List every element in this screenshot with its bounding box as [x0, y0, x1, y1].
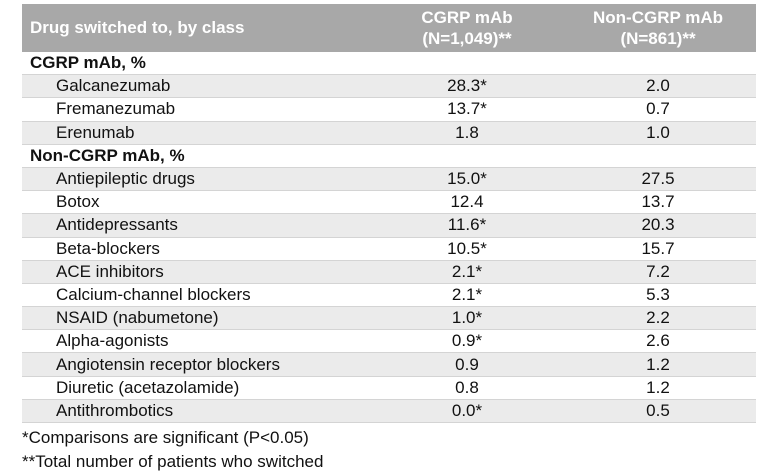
- table-row: Diuretic (acetazolamide) 0.8 1.2: [22, 377, 756, 400]
- section-row: Non-CGRP mAb, %: [22, 144, 756, 168]
- drug-name: Alpha-agonists: [56, 331, 169, 351]
- table-header: Drug switched to, by class CGRP mAb (N=1…: [22, 4, 756, 52]
- non-cgrp-value: 20.3: [641, 215, 675, 235]
- section-row: CGRP mAb, %: [22, 52, 756, 76]
- non-cgrp-value: 0.7: [646, 99, 670, 119]
- cgrp-value: 2.1*: [451, 284, 483, 304]
- table-row: Botox 12.4 13.7: [22, 191, 756, 215]
- non-cgrp-value: 1.2: [646, 354, 670, 374]
- non-cgrp-value: 0.5: [646, 400, 670, 420]
- non-cgrp-value: 2.6: [646, 331, 670, 351]
- section-title: CGRP mAb, %: [30, 53, 146, 73]
- non-cgrp-value: 5.3: [646, 284, 670, 304]
- cgrp-value: 11.6*: [447, 215, 487, 235]
- drug-name: Antiepileptic drugs: [56, 169, 195, 189]
- cgrp-value: 10.5*: [447, 238, 487, 258]
- header-drug-class: Drug switched to, by class: [30, 18, 245, 37]
- cgrp-value: 0.9: [455, 354, 479, 374]
- non-cgrp-value: 2.2: [646, 308, 670, 328]
- table-row: Fremanezumab 13.7* 0.7: [22, 98, 756, 122]
- table-body: CGRP mAb, % Galcanezumab 28.3* 2.0 Fremanezu…: [22, 52, 756, 423]
- cgrp-value: 0.9*: [451, 331, 483, 351]
- cgrp-value: 2.1*: [451, 261, 483, 281]
- table-row: Angiotensin receptor blockers 0.9 1.2: [22, 353, 756, 377]
- non-cgrp-value: 7.2: [646, 261, 670, 281]
- table-row: Antithrombotics 0.0* 0.5: [22, 399, 756, 423]
- non-cgrp-value: 15.7: [641, 238, 675, 258]
- section-title: Non-CGRP mAb, %: [30, 145, 185, 165]
- drug-name: Angiotensin receptor blockers: [56, 354, 280, 374]
- drug-name: Diuretic (acetazolamide): [56, 377, 240, 397]
- drug-name: Erenumab: [56, 122, 135, 142]
- non-cgrp-value: 2.0: [646, 76, 670, 96]
- non-cgrp-value: 1.2: [646, 377, 670, 397]
- cgrp-value: 1.8: [455, 122, 479, 142]
- cgrp-value: 13.7*: [447, 99, 487, 119]
- non-cgrp-value: 13.7: [641, 192, 675, 212]
- footnote-significance: *Comparisons are significant (P<0.05): [22, 428, 309, 447]
- table-row: Alpha-agonists 0.9* 2.6: [22, 330, 756, 354]
- drug-name: NSAID (nabumetone): [56, 308, 219, 328]
- header-cgrp-label: CGRP mAb: [421, 8, 513, 27]
- cgrp-value: 0.0*: [451, 400, 483, 420]
- cgrp-value: 15.0*: [447, 169, 487, 189]
- header-cgrp-n: (N=1,049)**: [422, 29, 512, 48]
- header-non-cgrp-label: Non-CGRP mAb: [592, 8, 723, 27]
- drug-name: Antidepressants: [56, 215, 178, 235]
- drug-name: Beta-blockers: [56, 238, 160, 258]
- cgrp-value: 28.3*: [447, 76, 487, 96]
- table-row: ACE inhibitors 2.1* 7.2: [22, 260, 756, 284]
- table-row: Antidepressants 11.6* 20.3: [22, 214, 756, 238]
- drug-switch-table: Drug switched to, by class CGRP mAb (N=1…: [22, 4, 756, 423]
- table-row: Calcium-channel blockers 2.1* 5.3: [22, 284, 756, 308]
- table-row: Beta-blockers 10.5* 15.7: [22, 238, 756, 261]
- table-row: Antiepileptic drugs 15.0* 27.5: [22, 167, 756, 192]
- non-cgrp-value: 27.5: [641, 169, 675, 189]
- table-row: Erenumab 1.8 1.0: [22, 121, 756, 145]
- drug-name: Antithrombotics: [56, 400, 174, 420]
- cgrp-value: 0.8: [455, 377, 479, 397]
- drug-name: Botox: [56, 192, 100, 212]
- drug-name: Calcium-channel blockers: [56, 284, 251, 304]
- cgrp-value: 12.4: [450, 192, 484, 212]
- table-row: Galcanezumab 28.3* 2.0: [22, 75, 756, 99]
- footnote-total: **Total number of patients who switched: [22, 452, 324, 471]
- table-row: NSAID (nabumetone) 1.0* 2.2: [22, 307, 756, 331]
- drug-name: Galcanezumab: [56, 76, 171, 96]
- non-cgrp-value: 1.0: [646, 122, 670, 142]
- drug-name: Fremanezumab: [56, 99, 176, 119]
- header-cgrp: CGRP mAb (N=1,049)**: [374, 4, 560, 52]
- drug-name: ACE inhibitors: [56, 261, 164, 281]
- cgrp-value: 1.0*: [451, 308, 483, 328]
- header-non-cgrp: Non-CGRP mAb (N=861)**: [560, 4, 756, 52]
- header-non-cgrp-n: (N=861)**: [620, 29, 696, 48]
